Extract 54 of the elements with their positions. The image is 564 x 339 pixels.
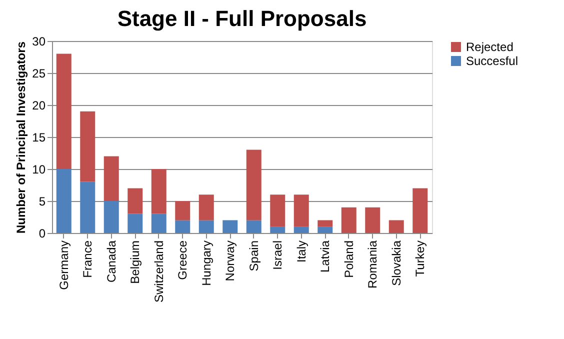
- x-tick-label: Norway: [223, 240, 238, 282]
- y-tick-label: 5: [38, 194, 46, 208]
- y-tick-label: 10: [32, 162, 46, 176]
- legend-label: Succesful: [466, 54, 518, 68]
- bar: [198, 194, 214, 220]
- bar: [318, 220, 333, 227]
- x-tick-label: Greece: [176, 240, 190, 280]
- bar: [198, 220, 214, 233]
- x-tick-label: Israel: [270, 240, 285, 270]
- bar: [80, 182, 96, 233]
- bar: [270, 226, 286, 233]
- x-tick-label: Italy: [294, 240, 308, 263]
- x-tick-label: France: [80, 240, 95, 278]
- bar: [104, 201, 119, 233]
- x-tick-label: Poland: [342, 240, 356, 278]
- bar: [294, 194, 309, 227]
- y-axis-title: Number of Principal Investigators: [14, 41, 28, 234]
- x-tick-label: Slovakia: [389, 240, 404, 286]
- x-tick-label: Spain: [246, 240, 261, 272]
- bar: [175, 201, 190, 220]
- bar: [151, 169, 166, 214]
- bar: [104, 156, 119, 201]
- bar: [175, 220, 190, 233]
- y-tick-label: 0: [38, 226, 46, 240]
- x-tick-label: Turkey: [413, 240, 428, 277]
- y-tick-label: 25: [32, 66, 46, 80]
- chart-title: Stage II - Full Proposals: [117, 6, 367, 31]
- bar: [222, 220, 238, 233]
- y-tick-label: 20: [32, 98, 46, 112]
- bar: [56, 54, 72, 169]
- bar: [365, 207, 380, 233]
- bar: [341, 207, 356, 233]
- bar: [80, 111, 96, 182]
- bar: [151, 214, 166, 233]
- bar: [294, 226, 309, 233]
- bar: [246, 150, 262, 220]
- y-tick-label: 30: [32, 34, 46, 48]
- legend-label: Rejected: [466, 40, 514, 54]
- x-tick-label: Germany: [56, 240, 71, 290]
- x-tick-label: Belgium: [128, 240, 142, 284]
- y-tick-label: 15: [32, 130, 46, 144]
- bar: [246, 220, 262, 233]
- x-tick-label: Latvia: [318, 240, 332, 273]
- x-tick-label: Romania: [366, 240, 380, 289]
- x-tick-label: Switzerland: [152, 240, 166, 303]
- bar: [318, 226, 333, 233]
- bar: [412, 188, 428, 233]
- bar: [128, 188, 143, 214]
- x-tick-label: Hungary: [199, 240, 214, 286]
- x-tick-label: Canada: [104, 240, 118, 283]
- bar: [128, 214, 143, 233]
- bar: [56, 169, 72, 233]
- bar: [388, 220, 404, 233]
- bar: [270, 194, 286, 227]
